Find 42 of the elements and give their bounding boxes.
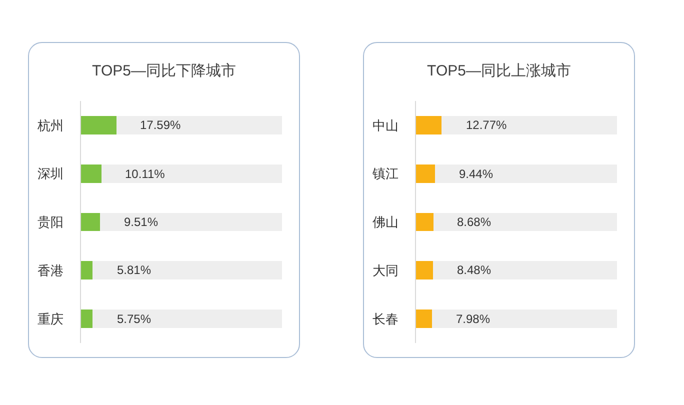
bar xyxy=(416,310,432,328)
y-tick-label: 贵阳 xyxy=(37,214,64,230)
y-tick-label: 杭州 xyxy=(36,118,64,133)
y-tick-label: 长春 xyxy=(372,311,398,326)
bar xyxy=(432,310,617,328)
bar xyxy=(81,116,116,134)
data-label: 5.75% xyxy=(117,312,152,326)
y-tick-label: 佛山 xyxy=(372,214,398,230)
bar xyxy=(416,116,442,134)
bar xyxy=(433,261,617,280)
bar xyxy=(116,116,282,134)
data-label: 10.11% xyxy=(125,167,166,181)
bar xyxy=(81,164,102,183)
y-tick-label: 镇江 xyxy=(371,166,398,182)
y-tick-label: 香港 xyxy=(37,262,64,278)
data-label: 12.77% xyxy=(466,118,508,132)
data-label: 5.81% xyxy=(117,263,152,277)
bar xyxy=(101,164,282,183)
chart-title: TOP5—同比上涨城市 xyxy=(427,62,571,80)
data-label: 9.44% xyxy=(459,167,494,181)
bar xyxy=(433,212,617,232)
bar xyxy=(416,261,434,280)
bar xyxy=(92,261,282,280)
bar xyxy=(81,212,100,232)
bar xyxy=(416,164,435,183)
y-tick-label: 重庆 xyxy=(37,311,64,326)
data-label: 9.51% xyxy=(124,215,158,229)
y-tick-label: 中山 xyxy=(372,118,398,133)
bar xyxy=(416,212,434,232)
y-tick-label: 大同 xyxy=(372,262,398,278)
bar xyxy=(81,310,93,328)
data-label: 8.48% xyxy=(457,263,492,277)
chart-title: TOP5—同比下降城市 xyxy=(92,62,236,80)
bar xyxy=(434,164,617,183)
data-label: 8.68% xyxy=(457,215,492,229)
data-label: 7.98% xyxy=(456,312,490,326)
data-label: 17.59% xyxy=(140,118,182,132)
bar xyxy=(92,310,282,328)
bar xyxy=(100,212,282,232)
bar xyxy=(442,116,617,134)
bar xyxy=(81,261,93,280)
y-tick-label: 深圳 xyxy=(37,166,64,182)
